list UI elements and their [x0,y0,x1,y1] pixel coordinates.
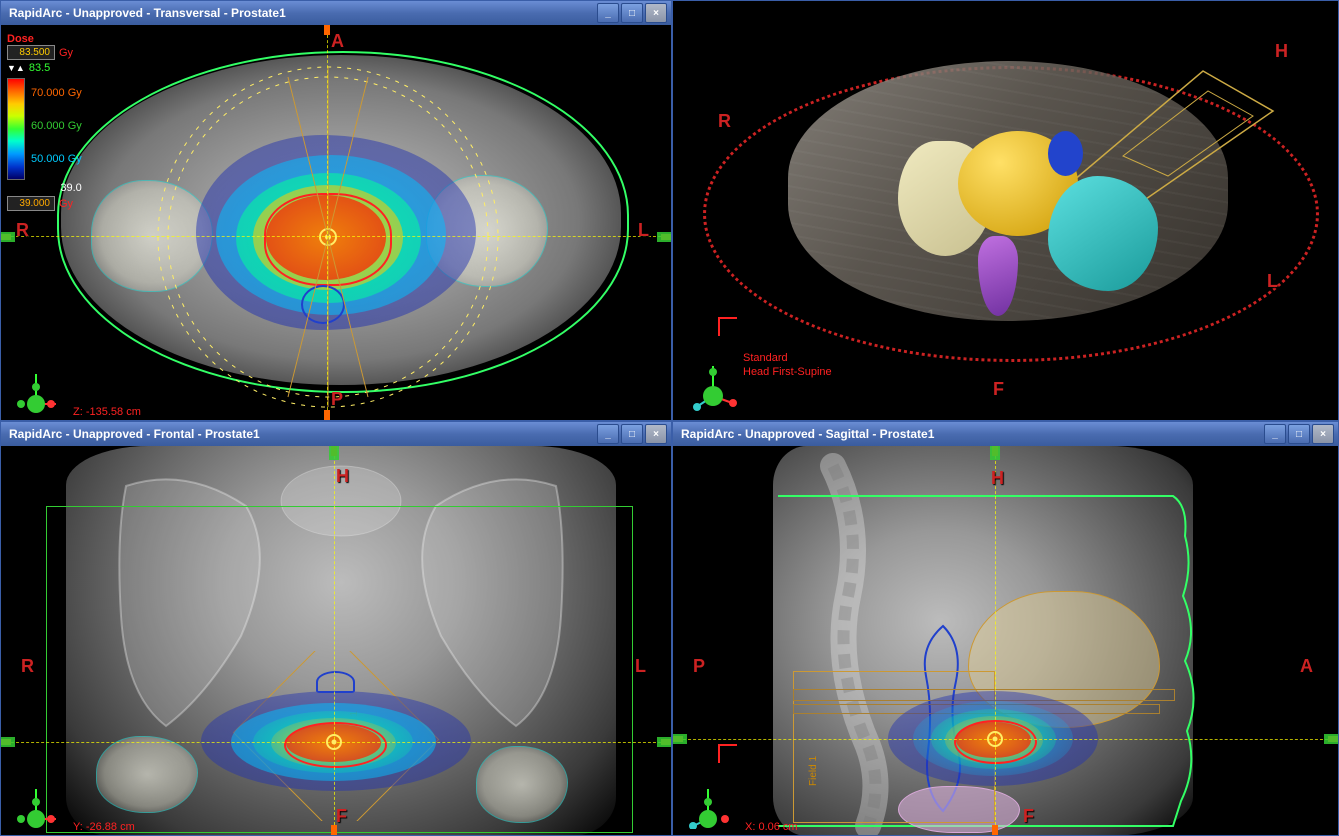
ruler-top [324,25,330,35]
maximize-button[interactable]: □ [621,424,643,444]
crosshair-vertical[interactable] [334,446,335,835]
axis-widget-icon[interactable] [11,779,61,829]
viewport-sagittal[interactable]: Field 1 H F P A [673,446,1338,835]
crosshair-vertical[interactable] [327,25,328,420]
orient-head: H [991,468,1004,489]
window-controls: _ □ × [597,3,667,23]
pane-transversal: RapidArc - Unapproved - Transversal - Pr… [0,0,672,421]
minimize-button[interactable]: _ [1264,424,1286,444]
organ-femur-left [1048,176,1158,291]
title-frontal: RapidArc - Unapproved - Frontal - Prosta… [9,427,597,441]
title-transversal: RapidArc - Unapproved - Transversal - Pr… [9,6,597,20]
dose-min-value[interactable]: 39.000 [7,196,55,211]
ruler-top-g [990,446,1000,460]
orient-posterior: P [331,389,343,410]
axis-widget-icon[interactable] [683,354,743,414]
coord-readout-x: X: 0.06 cm [745,821,798,833]
title-sagittal: RapidArc - Unapproved - Sagittal - Prost… [681,427,1264,441]
window-controls: _ □ × [597,424,667,444]
viewport-transversal[interactable]: A P R L Dose 83.500 Gy ▼▲ 83.5 [1,25,671,420]
orient-right: R [16,220,29,241]
ruler-left-g [673,734,687,744]
orient-right: R [21,656,34,677]
axis-widget-icon[interactable] [683,779,733,829]
pane-sagittal: RapidArc - Unapproved - Sagittal - Prost… [672,421,1339,836]
isocenter-marker-icon [322,730,346,754]
coord-readout-y: Y: -26.88 cm [73,821,135,833]
titlebar-frontal[interactable]: RapidArc - Unapproved - Frontal - Prosta… [1,422,671,446]
organ-bladder [1048,131,1083,176]
crosshair-horizontal[interactable] [1,236,671,238]
axis-widget-icon[interactable] [11,364,61,414]
dose-min-tick: 39.0 [60,182,81,194]
dose-min-unit: Gy [59,198,73,210]
dose-max-value[interactable]: 83.500 [7,45,55,60]
gantry-ring-icon [1,25,672,421]
orientation-name: Standard [743,352,788,364]
orient-left: L [1267,271,1278,292]
structure-bladder-cap [316,671,355,693]
iso-70: 70.000 Gy [31,87,82,99]
orient-posterior: P [693,656,705,677]
orient-anterior: A [331,31,344,52]
maximize-button[interactable]: □ [621,3,643,23]
pane-model: RapidArc - Unapproved - Model View - Pro… [672,0,1339,421]
maximize-button[interactable]: □ [1288,424,1310,444]
coord-readout-z: Z: -135.58 cm [73,406,141,418]
orient-head: H [336,466,349,487]
ruler-bottom [331,825,337,835]
orient-anterior: A [1300,656,1313,677]
angle-marker-icon [715,314,741,340]
iso-60: 60.000 Gy [31,120,82,132]
ruler-right-g [657,737,671,747]
orient-foot: F [336,806,347,827]
angle-marker-icon [715,741,741,767]
structure-femur-right-f [96,736,198,813]
ruler-right-g [1324,734,1338,744]
ruler-right-g [657,232,671,242]
close-button[interactable]: × [1312,424,1334,444]
dose-colorbar[interactable] [7,78,25,180]
ruler-left-g [1,232,15,242]
field-label: Field 1 [808,756,819,786]
ruler-bottom [992,825,998,835]
dose-header: Dose [7,33,82,45]
iso-50: 50.000 Gy [31,153,82,165]
orient-right: R [718,111,731,132]
titlebar-transversal[interactable]: RapidArc - Unapproved - Transversal - Pr… [1,1,671,25]
ruler-top-g [329,446,339,460]
close-button[interactable]: × [645,424,667,444]
structure-femur-left-f [476,746,568,823]
dose-max-tick: 83.5 [29,62,50,74]
minimize-button[interactable]: _ [597,3,619,23]
crosshair-vertical[interactable] [995,446,996,835]
pane-frontal: RapidArc - Unapproved - Frontal - Prosta… [0,421,672,836]
ruler-left-g [1,737,15,747]
viewport-model[interactable]: H F R L Standard Head First-Supine [673,1,1338,420]
orient-left: L [638,220,649,241]
window-controls: _ □ × [1264,424,1334,444]
ruler-bottom [324,410,330,420]
dose-max-unit: Gy [59,47,73,59]
close-button[interactable]: × [645,3,667,23]
dose-legend: Dose 83.500 Gy ▼▲ 83.5 70.000 Gy 60.000 … [7,33,82,213]
orient-left: L [635,656,646,677]
orient-head: H [1275,41,1288,62]
orient-foot: F [993,379,1004,400]
viewport-frontal[interactable]: Field 1 H F R L [1,446,671,835]
orient-foot: F [1023,806,1034,827]
minimize-button[interactable]: _ [597,424,619,444]
isocenter-marker-icon [983,727,1007,751]
titlebar-sagittal[interactable]: RapidArc - Unapproved - Sagittal - Prost… [673,422,1338,446]
patient-orientation: Head First-Supine [743,366,832,378]
